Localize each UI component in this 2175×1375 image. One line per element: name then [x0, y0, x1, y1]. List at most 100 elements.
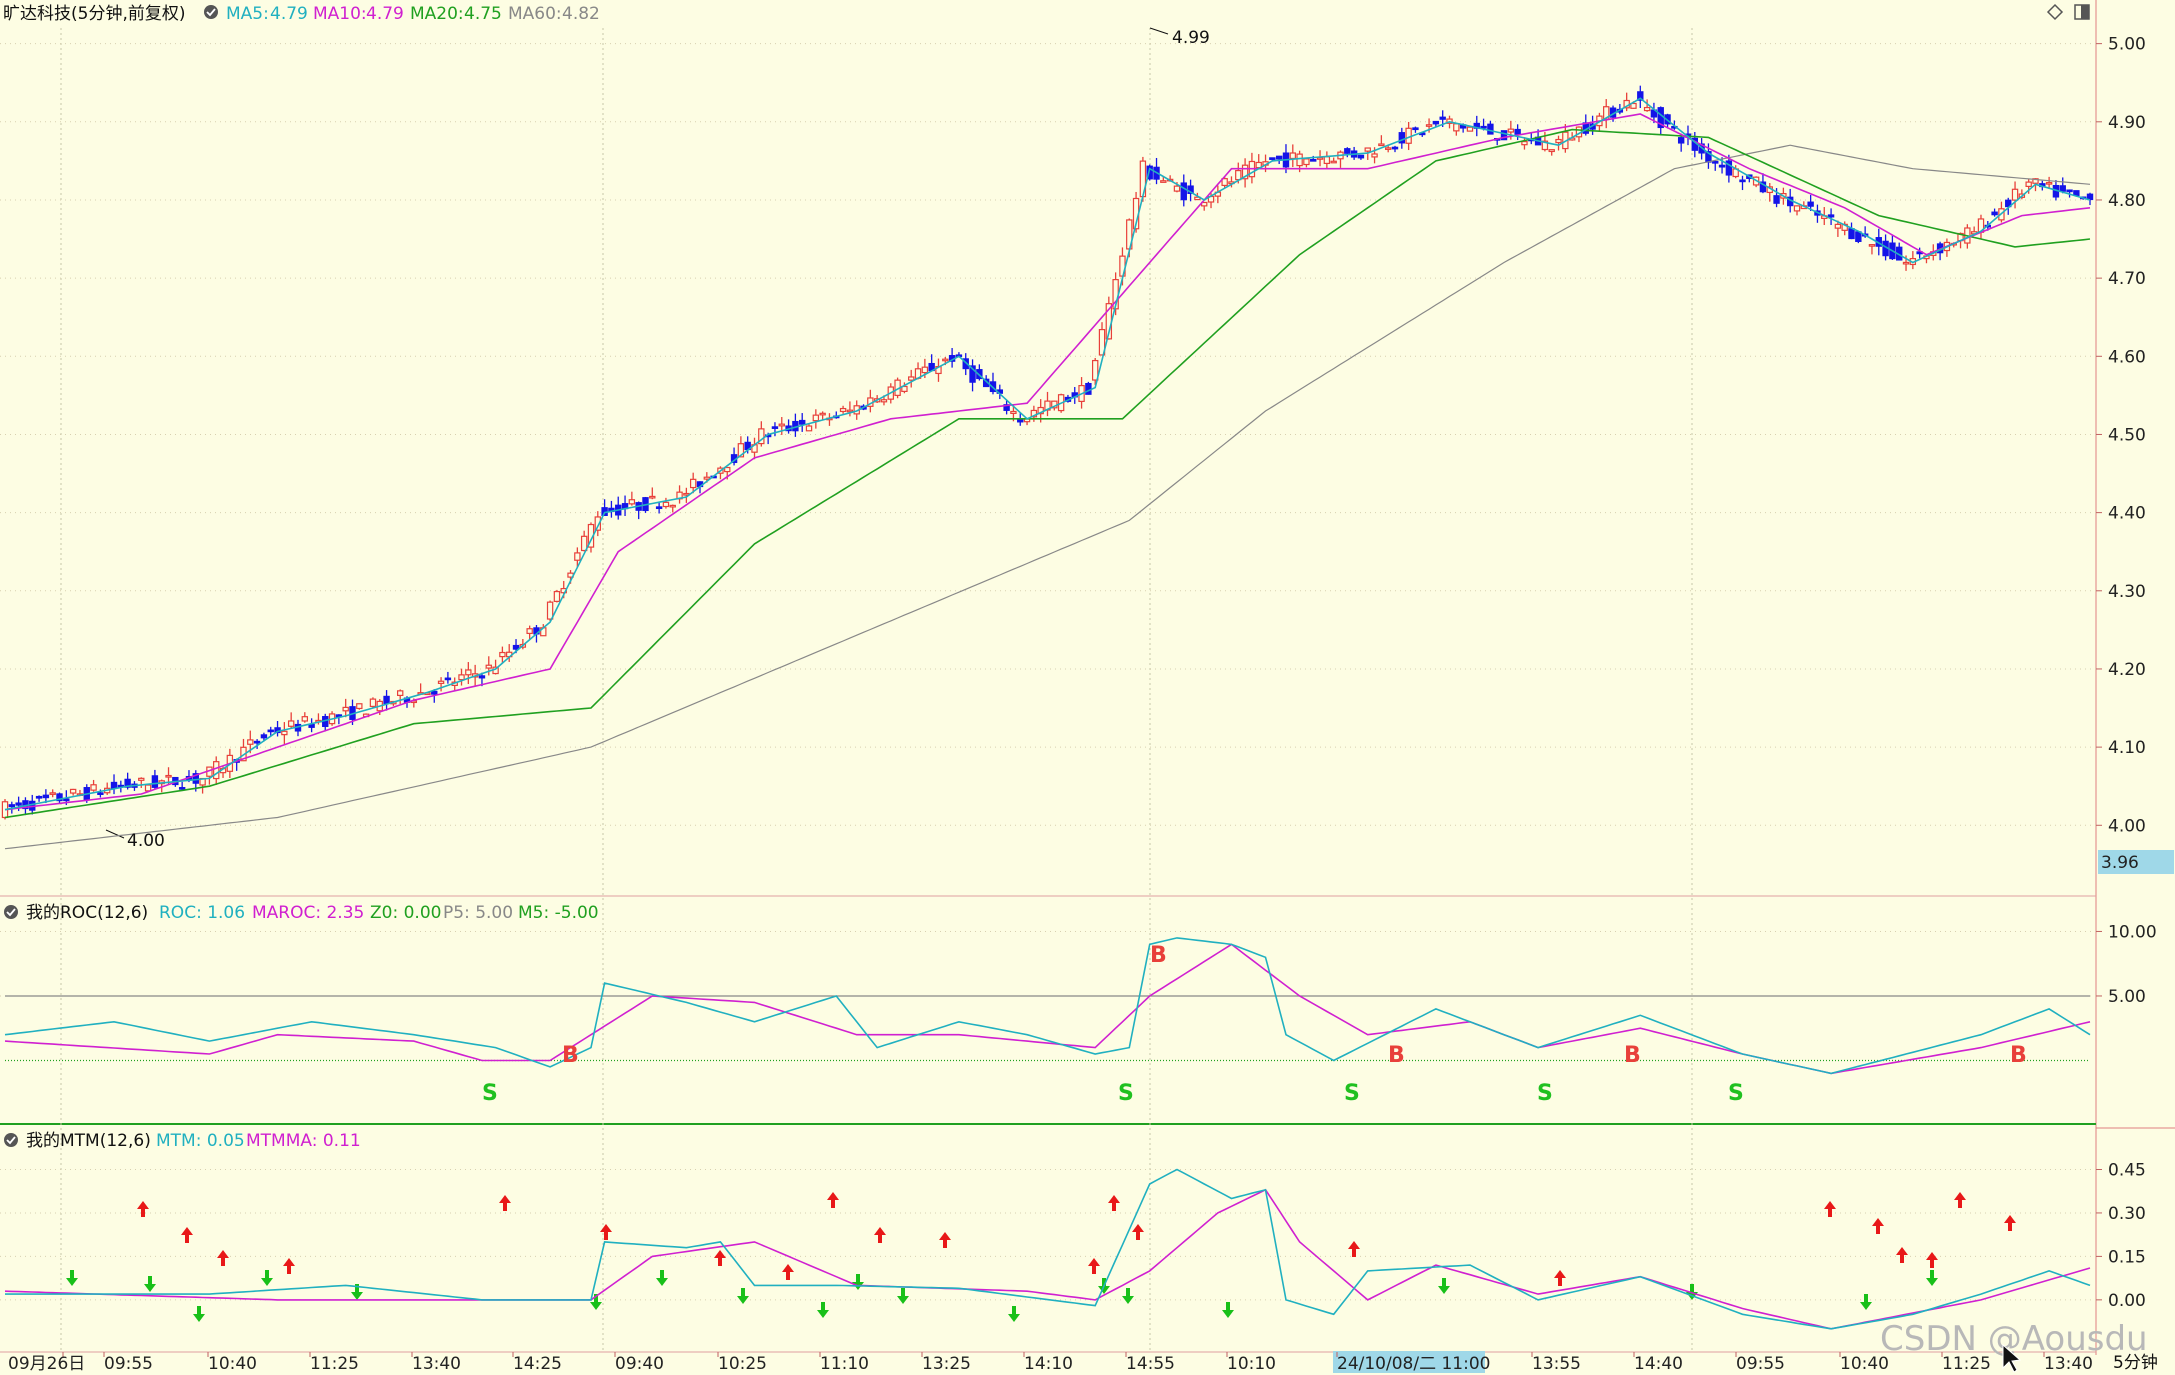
candle-up	[342, 706, 349, 712]
candle-up	[437, 680, 445, 684]
down-arrow-icon	[1438, 1278, 1450, 1294]
up-arrow-icon	[600, 1224, 612, 1240]
down-arrow-icon	[817, 1302, 829, 1318]
buy-signal: B	[1150, 943, 1167, 968]
candle-up	[1405, 127, 1412, 144]
roc-title: 我的ROC(12,6)	[26, 903, 148, 923]
candle-up	[1541, 140, 1549, 151]
candle-down	[1180, 182, 1187, 201]
candle-up	[1555, 138, 1562, 144]
candle-up	[247, 739, 254, 745]
buy-signal: B	[1624, 1043, 1641, 1068]
candle-up	[724, 466, 731, 473]
x-tick-label: 14:55	[1126, 1354, 1175, 1374]
y-tick-label: 0.45	[2108, 1160, 2146, 1180]
down-arrow-icon	[656, 1270, 668, 1286]
y-tick-label: 0.15	[2108, 1247, 2146, 1267]
p5-value: P5: 5.00	[443, 903, 513, 923]
candle-up	[812, 414, 820, 422]
candle-down	[1310, 158, 1317, 162]
candle-up	[499, 651, 506, 658]
candle-up	[144, 784, 152, 792]
roc-value: ROC: 1.06	[159, 903, 245, 923]
candle-up	[1793, 205, 1801, 212]
candle-down	[63, 798, 70, 802]
candle-up	[901, 385, 908, 392]
ma20-value: 4.75	[464, 4, 502, 24]
down-arrow-icon	[1860, 1294, 1872, 1310]
candle-down	[1344, 148, 1351, 154]
candle-up	[1868, 244, 1876, 247]
candle-down	[1718, 164, 1726, 168]
ma10-line	[4, 113, 2091, 811]
candle-up	[628, 499, 636, 505]
period-label[interactable]: 5分钟	[2113, 1353, 2158, 1373]
candle-up	[165, 774, 172, 778]
candle-down	[1712, 160, 1719, 164]
candle-down	[260, 734, 268, 739]
down-arrow-icon	[351, 1284, 363, 1300]
candle-down	[110, 781, 118, 789]
y-tick-label: 4.80	[2108, 191, 2146, 211]
up-arrow-icon	[874, 1227, 886, 1243]
sell-signal: S	[1537, 1081, 1553, 1106]
candle-down	[771, 426, 779, 429]
buy-signal: B	[2010, 1043, 2027, 1068]
candle-down	[56, 793, 63, 802]
mtm-settings-icon[interactable]	[4, 1133, 18, 1147]
candle-up	[1098, 328, 1106, 356]
candle-down	[1439, 116, 1446, 120]
candle-up	[281, 730, 288, 736]
diamond-icon[interactable]	[2046, 3, 2064, 21]
candle-up	[465, 669, 472, 676]
down-arrow-icon	[144, 1276, 156, 1292]
candle-down	[97, 792, 104, 795]
down-arrow-icon	[1122, 1288, 1134, 1304]
candle-up	[594, 516, 601, 531]
candle-down	[1848, 228, 1855, 240]
y-tick-label: 4.30	[2108, 582, 2146, 602]
up-arrow-icon	[181, 1227, 193, 1243]
candle-down	[42, 794, 50, 799]
down-arrow-icon	[897, 1288, 909, 1304]
candle-down	[1739, 179, 1746, 183]
candle-up	[2045, 181, 2053, 185]
ma60-line	[4, 144, 2091, 850]
candle-down	[1275, 155, 1283, 160]
up-arrow-icon	[1896, 1247, 1908, 1263]
roc-settings-icon[interactable]	[4, 905, 18, 919]
candle-up	[485, 664, 492, 669]
candle-up	[574, 552, 581, 561]
candle-up	[669, 504, 676, 508]
roc-line	[4, 937, 2091, 1075]
candle-down	[178, 787, 186, 790]
candle-up	[287, 720, 295, 727]
candle-down	[1432, 120, 1440, 125]
candle-down	[308, 723, 315, 728]
buy-signal: B	[1388, 1043, 1405, 1068]
candle-down	[8, 804, 16, 808]
settings-icon[interactable]	[204, 5, 218, 19]
candle-up	[1902, 261, 1910, 265]
maroc-value: MAROC: 2.35	[252, 903, 364, 923]
ma5-label: MA5:	[226, 4, 269, 24]
up-arrow-icon	[1348, 1241, 1360, 1257]
check-icon	[206, 8, 216, 17]
candle-down	[1855, 231, 1862, 242]
down-arrow-icon	[1926, 1270, 1938, 1286]
candle-down	[1773, 195, 1780, 204]
up-arrow-icon	[1872, 1218, 1884, 1234]
up-arrow-icon	[939, 1232, 951, 1248]
x-tick-label: 13:40	[412, 1354, 461, 1374]
candle-down	[1677, 137, 1685, 144]
candle-up	[1221, 178, 1228, 187]
high-marker	[1149, 27, 1169, 35]
candle-down	[444, 677, 452, 681]
candle-down	[1269, 157, 1276, 160]
candle-up	[1330, 160, 1337, 164]
candle-up	[1173, 185, 1181, 192]
candle-down	[124, 778, 131, 788]
y-tick-label: 5.00	[2108, 35, 2146, 55]
y-tick-label: 0.00	[2108, 1291, 2146, 1311]
